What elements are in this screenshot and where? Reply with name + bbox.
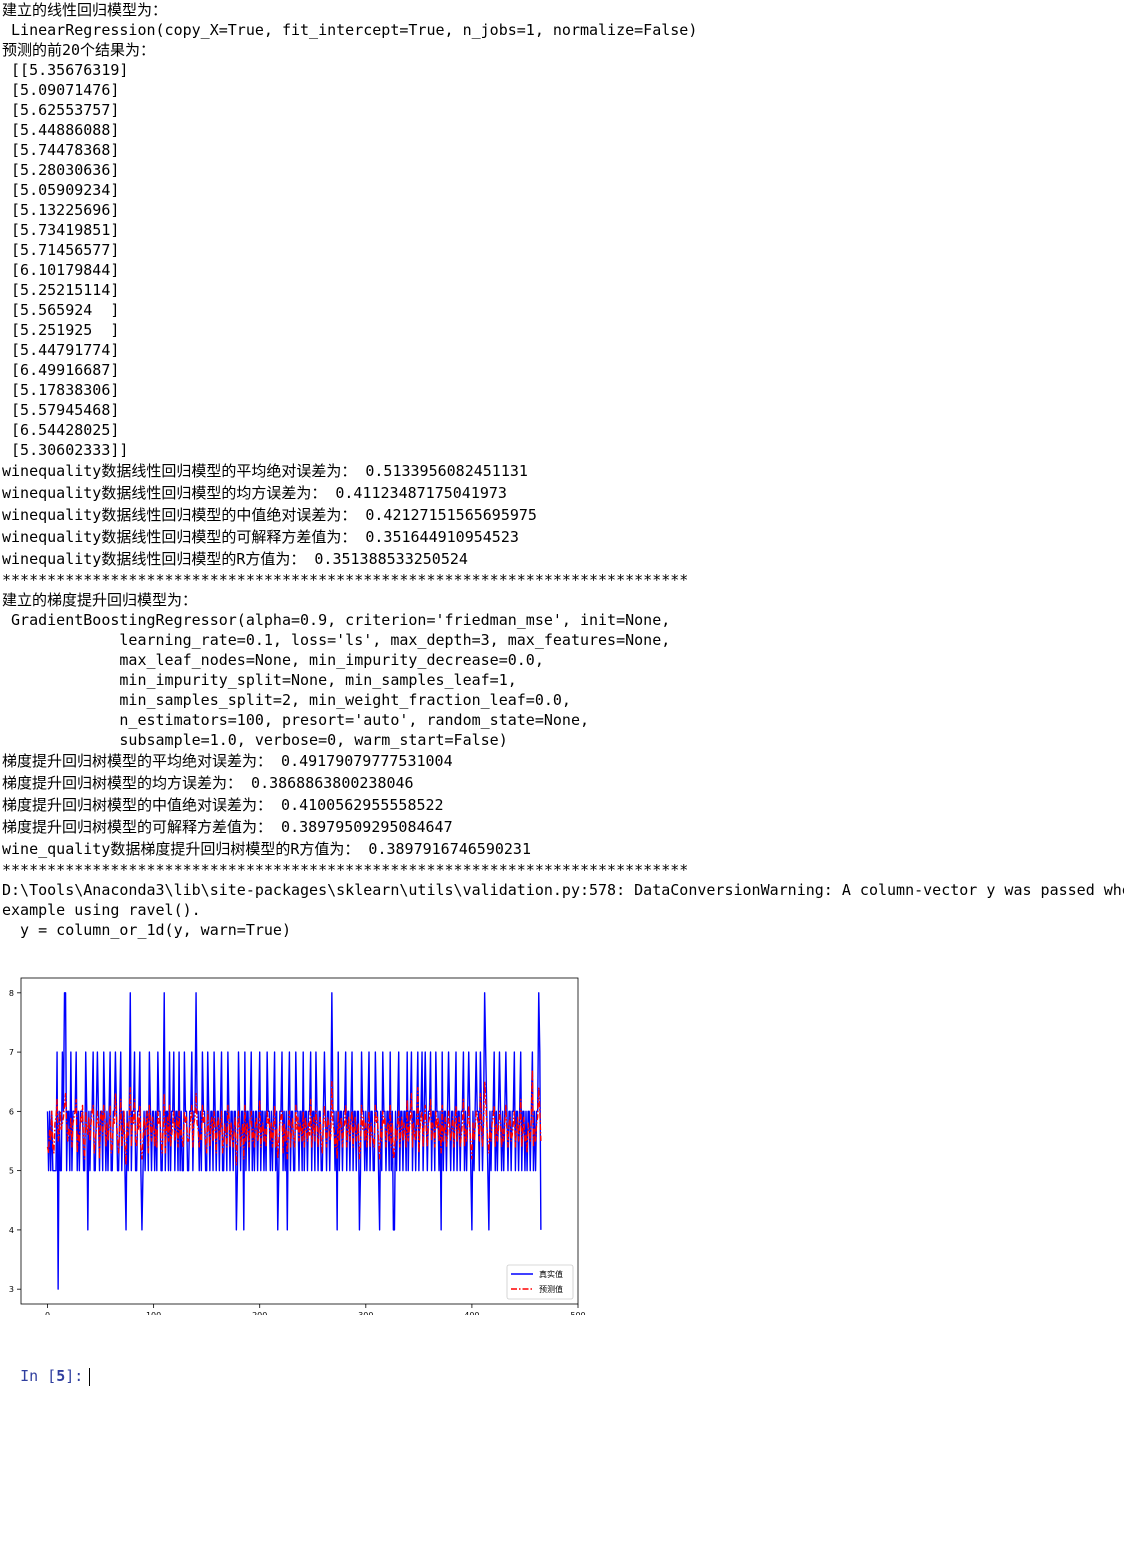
y-tick-label: 7 xyxy=(9,1048,14,1057)
y-tick-label: 5 xyxy=(9,1167,14,1176)
separator-line: ****************************************… xyxy=(2,861,689,879)
model-line: GradientBoostingRegressor(alpha=0.9, cri… xyxy=(2,611,671,629)
x-tick-label: 200 xyxy=(252,1311,267,1315)
output-line: 预测的前20个结果为： xyxy=(2,41,156,59)
output-line: [5.44886088] xyxy=(2,121,120,139)
output-line: [6.54428025] xyxy=(2,421,120,439)
output-line: [5.44791774] xyxy=(2,341,120,359)
legend-label: 真实值 xyxy=(539,1269,563,1279)
warning-line: example using ravel(). xyxy=(2,901,201,919)
output-line: [5.30602333]] xyxy=(2,441,129,459)
output-line: [5.565924 ] xyxy=(2,301,120,319)
output-line: [5.05909234] xyxy=(2,181,120,199)
output-line: [5.74478368] xyxy=(2,141,120,159)
metric-line: winequality数据线性回归模型的均方误差为： 0.41123487175… xyxy=(2,484,507,502)
metric-line: winequality数据线性回归模型的平均绝对误差为： 0.513395608… xyxy=(2,462,528,480)
warning-line: D:\Tools\Anaconda3\lib\site-packages\skl… xyxy=(2,881,1124,899)
metric-line: 梯度提升回归树模型的平均绝对误差为： 0.49179079777531004 xyxy=(2,752,453,770)
gbr-output-block: 建立的梯度提升回归模型为： GradientBoostingRegressor(… xyxy=(2,590,1124,750)
metric-line: winequality数据线性回归模型的中值绝对误差为： 0.421271515… xyxy=(2,506,537,524)
input-prompt[interactable]: In [5]: xyxy=(2,1346,91,1386)
metric-line: wine_quality数据梯度提升回归树模型的R方值为： 0.38979167… xyxy=(2,840,531,858)
output-line: [6.49916687] xyxy=(2,361,120,379)
output-line: [5.09071476] xyxy=(2,81,120,99)
metric-line: 梯度提升回归树模型的可解释方差值为： 0.38979509295084647 xyxy=(2,818,453,836)
output-line: [5.17838306] xyxy=(2,381,120,399)
metric-line: winequality数据线性回归模型的R方值为： 0.351388533250… xyxy=(2,550,468,568)
model-line: 建立的梯度提升回归模型为： xyxy=(2,591,198,609)
output-line: [5.73419851] xyxy=(2,221,120,239)
output-line: [5.28030636] xyxy=(2,161,120,179)
predicted-series-line xyxy=(46,1069,542,1166)
model-line: learning_rate=0.1, loss='ls', max_depth=… xyxy=(2,631,671,649)
output-line: 建立的线性回归模型为： xyxy=(2,1,168,19)
output-line: [5.57945468] xyxy=(2,401,120,419)
output-line: [5.13225696] xyxy=(2,201,120,219)
output-line: [5.251925 ] xyxy=(2,321,120,339)
output-line: [6.10179844] xyxy=(2,261,120,279)
cell-output: 建立的线性回归模型为： LinearRegression(copy_X=True… xyxy=(2,0,1124,940)
output-line: LinearRegression(copy_X=True, fit_interc… xyxy=(2,21,698,39)
gbr-metrics-block: 梯度提升回归树模型的平均绝对误差为： 0.49179079777531004 梯度… xyxy=(2,750,1124,860)
model-line: n_estimators=100, presort='auto', random… xyxy=(2,711,589,729)
warning-block: D:\Tools\Anaconda3\lib\site-packages\skl… xyxy=(2,880,1124,940)
true-series-line xyxy=(46,992,542,1290)
text-cursor xyxy=(89,1367,91,1386)
linear-output-block: 建立的线性回归模型为： LinearRegression(copy_X=True… xyxy=(2,0,1124,460)
linear-metrics-block: winequality数据线性回归模型的平均绝对误差为： 0.513395608… xyxy=(2,460,1124,570)
warning-line: y = column_or_1d(y, warn=True) xyxy=(2,921,291,939)
model-line: max_leaf_nodes=None, min_impurity_decrea… xyxy=(2,651,544,669)
prompt-number: 5 xyxy=(56,1367,66,1385)
x-tick-label: 100 xyxy=(146,1311,161,1315)
legend-label: 预测值 xyxy=(539,1284,563,1294)
x-tick-label: 0 xyxy=(45,1311,50,1315)
model-line: min_impurity_split=None, min_samples_lea… xyxy=(2,671,517,689)
x-tick-label: 400 xyxy=(464,1311,479,1315)
separator-line: ****************************************… xyxy=(2,571,689,589)
y-tick-label: 6 xyxy=(9,1107,14,1116)
y-tick-label: 8 xyxy=(9,989,14,998)
x-tick-label: 300 xyxy=(358,1311,373,1315)
output-line: [5.25215114] xyxy=(2,281,120,299)
metric-line: 梯度提升回归树模型的均方误差为： 0.3868863800238046 xyxy=(2,774,414,792)
prompt-close: ]: xyxy=(65,1367,84,1385)
y-tick-label: 4 xyxy=(9,1226,14,1235)
output-line: [5.71456577] xyxy=(2,241,120,259)
metric-line: winequality数据线性回归模型的可解释方差值为： 0.351644910… xyxy=(2,528,519,546)
output-line: [[5.35676319] xyxy=(2,61,129,79)
metric-line: 梯度提升回归树模型的中值绝对误差为： 0.4100562955558522 xyxy=(2,796,444,814)
model-line: subsample=1.0, verbose=0, warm_start=Fal… xyxy=(2,731,508,749)
model-line: min_samples_split=2, min_weight_fraction… xyxy=(2,691,571,709)
x-tick-label: 500 xyxy=(570,1311,585,1315)
output-line: [5.62553757] xyxy=(2,101,120,119)
prompt-label: In xyxy=(20,1367,48,1385)
prompt-open: [ xyxy=(47,1367,57,1385)
y-tick-label: 3 xyxy=(9,1285,14,1294)
